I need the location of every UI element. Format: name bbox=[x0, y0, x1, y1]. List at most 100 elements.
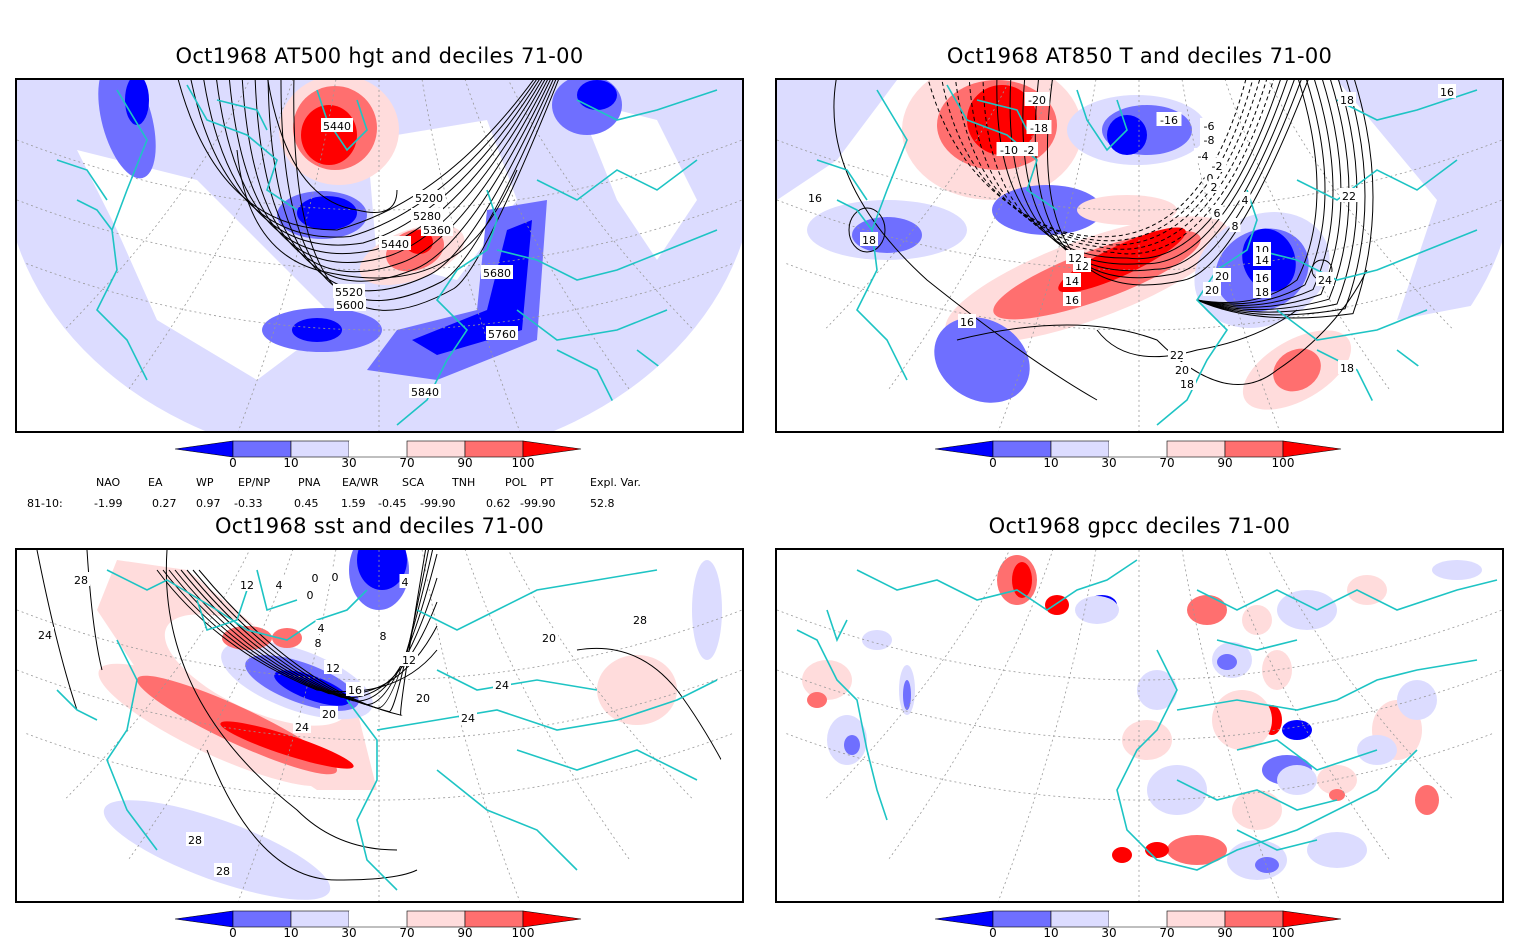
contour-label-text: 0 bbox=[312, 572, 319, 585]
contour-label-text: 8 bbox=[315, 637, 322, 650]
colorbar-swatch bbox=[1050, 440, 1110, 458]
contour-label-text: 20 bbox=[1175, 364, 1189, 377]
contour-line bbox=[86, 550, 103, 671]
contour-line bbox=[982, 80, 1276, 255]
contour-label-bg bbox=[273, 577, 285, 591]
contour-label: 16 bbox=[1253, 270, 1271, 285]
coastline bbox=[536, 89, 718, 201]
graticule-line bbox=[777, 139, 1502, 211]
index-value: -1.99 bbox=[94, 497, 123, 510]
contour-label-text: 16 bbox=[1440, 86, 1454, 99]
coastline bbox=[1176, 779, 1338, 851]
decile-region bbox=[272, 628, 302, 648]
map-layer bbox=[777, 80, 1502, 431]
contour-label-bg bbox=[1338, 360, 1356, 374]
colorbar-tick-label: 90 bbox=[1217, 926, 1233, 940]
contour-label-text: 5600 bbox=[336, 299, 364, 312]
decile-region bbox=[1075, 596, 1119, 624]
graticule-line bbox=[777, 259, 1502, 331]
contour-label: 5520 bbox=[333, 284, 365, 299]
decile-region bbox=[1317, 765, 1357, 795]
contour-label-text: -10 bbox=[1000, 144, 1018, 157]
colorbar-swatch bbox=[1109, 441, 1167, 457]
contour-label: 28 bbox=[186, 832, 204, 847]
colorbar-swatch bbox=[1224, 440, 1284, 458]
contour-label-text: 28 bbox=[74, 574, 88, 587]
contour-label-text: 0 bbox=[1207, 172, 1214, 185]
contour-label: 24 bbox=[36, 627, 54, 642]
coastline bbox=[376, 679, 718, 731]
contour-line bbox=[228, 80, 548, 264]
contour-line bbox=[576, 647, 738, 791]
decile-region bbox=[1242, 605, 1272, 635]
panel-title-sst: Oct1968 sst and deciles 71-00 bbox=[214, 514, 545, 538]
contour-label-bg bbox=[346, 682, 364, 696]
graticule-line bbox=[777, 669, 1502, 741]
colorbar-tick-label: 30 bbox=[1101, 926, 1117, 940]
contour-label-bg bbox=[860, 232, 878, 246]
decile-region bbox=[903, 680, 911, 710]
contour-label-bg bbox=[411, 208, 443, 222]
contour-label: 16 bbox=[346, 682, 364, 697]
contour-label-bg bbox=[421, 222, 453, 236]
decile-region bbox=[844, 735, 860, 755]
contour-label-bg bbox=[324, 660, 342, 674]
colorbar-tick-label: 0 bbox=[229, 456, 237, 470]
decile-region bbox=[1347, 575, 1387, 605]
contour-label: 18 bbox=[1178, 376, 1196, 391]
decile-region bbox=[807, 692, 827, 708]
contour-label-bg bbox=[186, 832, 204, 846]
coastline bbox=[56, 159, 113, 231]
decile-region bbox=[1187, 595, 1227, 625]
colorbar-tick-label: 70 bbox=[1159, 926, 1175, 940]
contour-label-text: 12 bbox=[326, 662, 340, 675]
decile-region bbox=[1058, 227, 1186, 293]
decile-region bbox=[597, 655, 677, 725]
contour-label-bg bbox=[486, 326, 518, 340]
contour-label-bg bbox=[72, 572, 90, 586]
contour-label: 20 bbox=[320, 706, 338, 721]
contour-label-bg bbox=[329, 569, 341, 583]
index-header: TNH bbox=[452, 476, 476, 489]
map-panel-gpcc bbox=[775, 548, 1504, 903]
contour-label-text: 18 bbox=[862, 234, 876, 247]
decile-region bbox=[1415, 785, 1439, 815]
contour-label-text: 18 bbox=[1340, 362, 1354, 375]
contour-label-bg bbox=[481, 265, 513, 279]
decile-region bbox=[357, 550, 407, 590]
colorbar-tick-label: 30 bbox=[341, 456, 357, 470]
contour-label: 8 bbox=[1229, 218, 1241, 233]
colorbar-tick-label: 10 bbox=[1043, 926, 1059, 940]
colorbar-tick-label: 100 bbox=[511, 456, 535, 470]
contour-label-bg bbox=[315, 620, 327, 634]
contour-label: -18 bbox=[1026, 120, 1052, 135]
contour-label-bg bbox=[631, 612, 649, 626]
map-panel-t850: -20 -16 -18 -10 -2 -6 -8 -4 -2 0 2 4 6 8 10 12 14 16 18 20 2… bbox=[775, 78, 1504, 433]
contour-label-text: 12 bbox=[1068, 252, 1082, 265]
colorbar-arrow-low bbox=[174, 910, 234, 928]
contour-label-bg bbox=[1239, 192, 1251, 206]
contour-label: 14 bbox=[1063, 273, 1081, 288]
contour-label-text: 20 bbox=[322, 708, 336, 721]
contour-label-text: 4 bbox=[402, 576, 409, 589]
contour-label: 28 bbox=[631, 612, 649, 627]
colorbar-arrow-high bbox=[1282, 910, 1342, 928]
contour-label-text: 0 bbox=[332, 571, 339, 584]
index-row-label: 81-10: bbox=[27, 497, 63, 510]
contour-label-text: 20 bbox=[416, 692, 430, 705]
contour-line bbox=[36, 550, 78, 711]
graticule-line bbox=[17, 669, 742, 741]
contour-line bbox=[833, 80, 1098, 401]
graticule-line bbox=[1258, 550, 1502, 901]
graticule-line bbox=[777, 550, 1020, 901]
contour-label-text: 12 bbox=[240, 579, 254, 592]
colorbar-sst: 0 10 30 70 90 100 bbox=[174, 910, 587, 940]
colorbar-tick-label: 70 bbox=[399, 926, 415, 940]
index-value: 1.59 bbox=[341, 497, 366, 510]
decile-region bbox=[1145, 842, 1169, 858]
map-panel-sst: 28 24 12 4 0 0 0 4 4 8 8 12 16 20 24 12 20 20 24 24 28 28 28 bbox=[15, 548, 744, 903]
decile-region bbox=[577, 80, 617, 110]
colorbar-swatch bbox=[406, 440, 466, 458]
contour-line bbox=[215, 80, 546, 255]
